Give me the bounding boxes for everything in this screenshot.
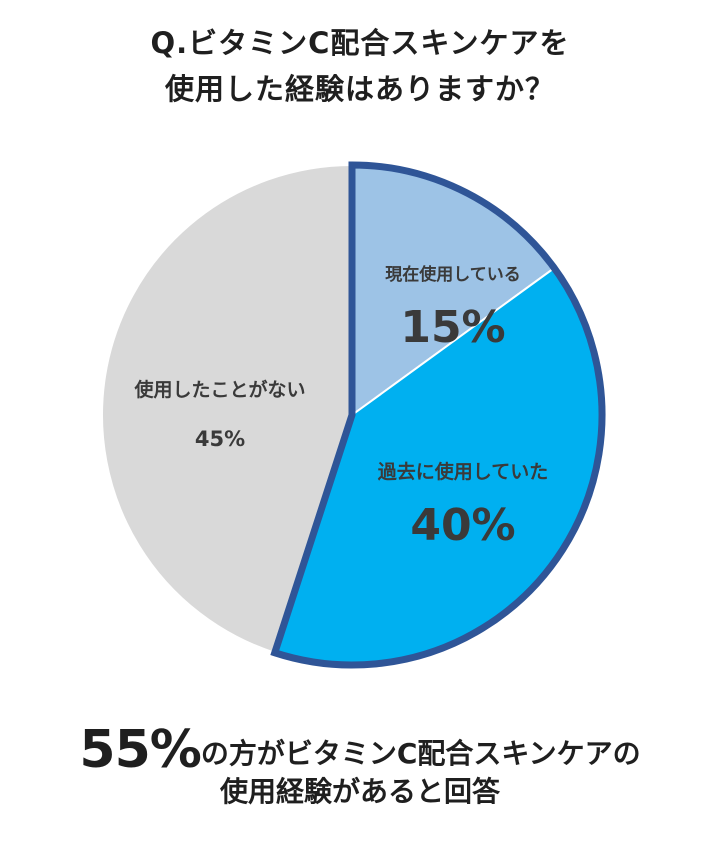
summary-line1-text: の方がビタミンC配合スキンケアの bbox=[200, 737, 641, 770]
slice-label-2: 過去に使用していた bbox=[378, 460, 548, 483]
summary-percent: 55% bbox=[79, 720, 201, 780]
highlight-outline bbox=[270, 161, 606, 669]
summary-text: 55%の方がビタミンC配合スキンケアの 使用経験があると回答 bbox=[0, 724, 720, 814]
slice-value-2: 40% bbox=[410, 500, 515, 551]
slice-label-1: 現在使用している bbox=[385, 264, 521, 285]
chart-title: Q.ビタミンC配合スキンケアを 使用した経験はありますか？ bbox=[0, 20, 720, 112]
summary-line1: 55%の方がビタミンC配合スキンケアの bbox=[0, 724, 720, 776]
chart-title-line2: 使用した経験はありますか？ bbox=[164, 72, 555, 106]
summary-line2: 使用経験があると回答 bbox=[219, 775, 500, 808]
pie-slice-3 bbox=[101, 163, 353, 655]
slice-label-3: 使用したことがない bbox=[133, 378, 305, 401]
chart-title-line1: Q.ビタミンC配合スキンケアを bbox=[150, 26, 570, 60]
slice-value-3: 45% bbox=[195, 427, 245, 451]
slice-value-1: 15% bbox=[400, 302, 505, 353]
